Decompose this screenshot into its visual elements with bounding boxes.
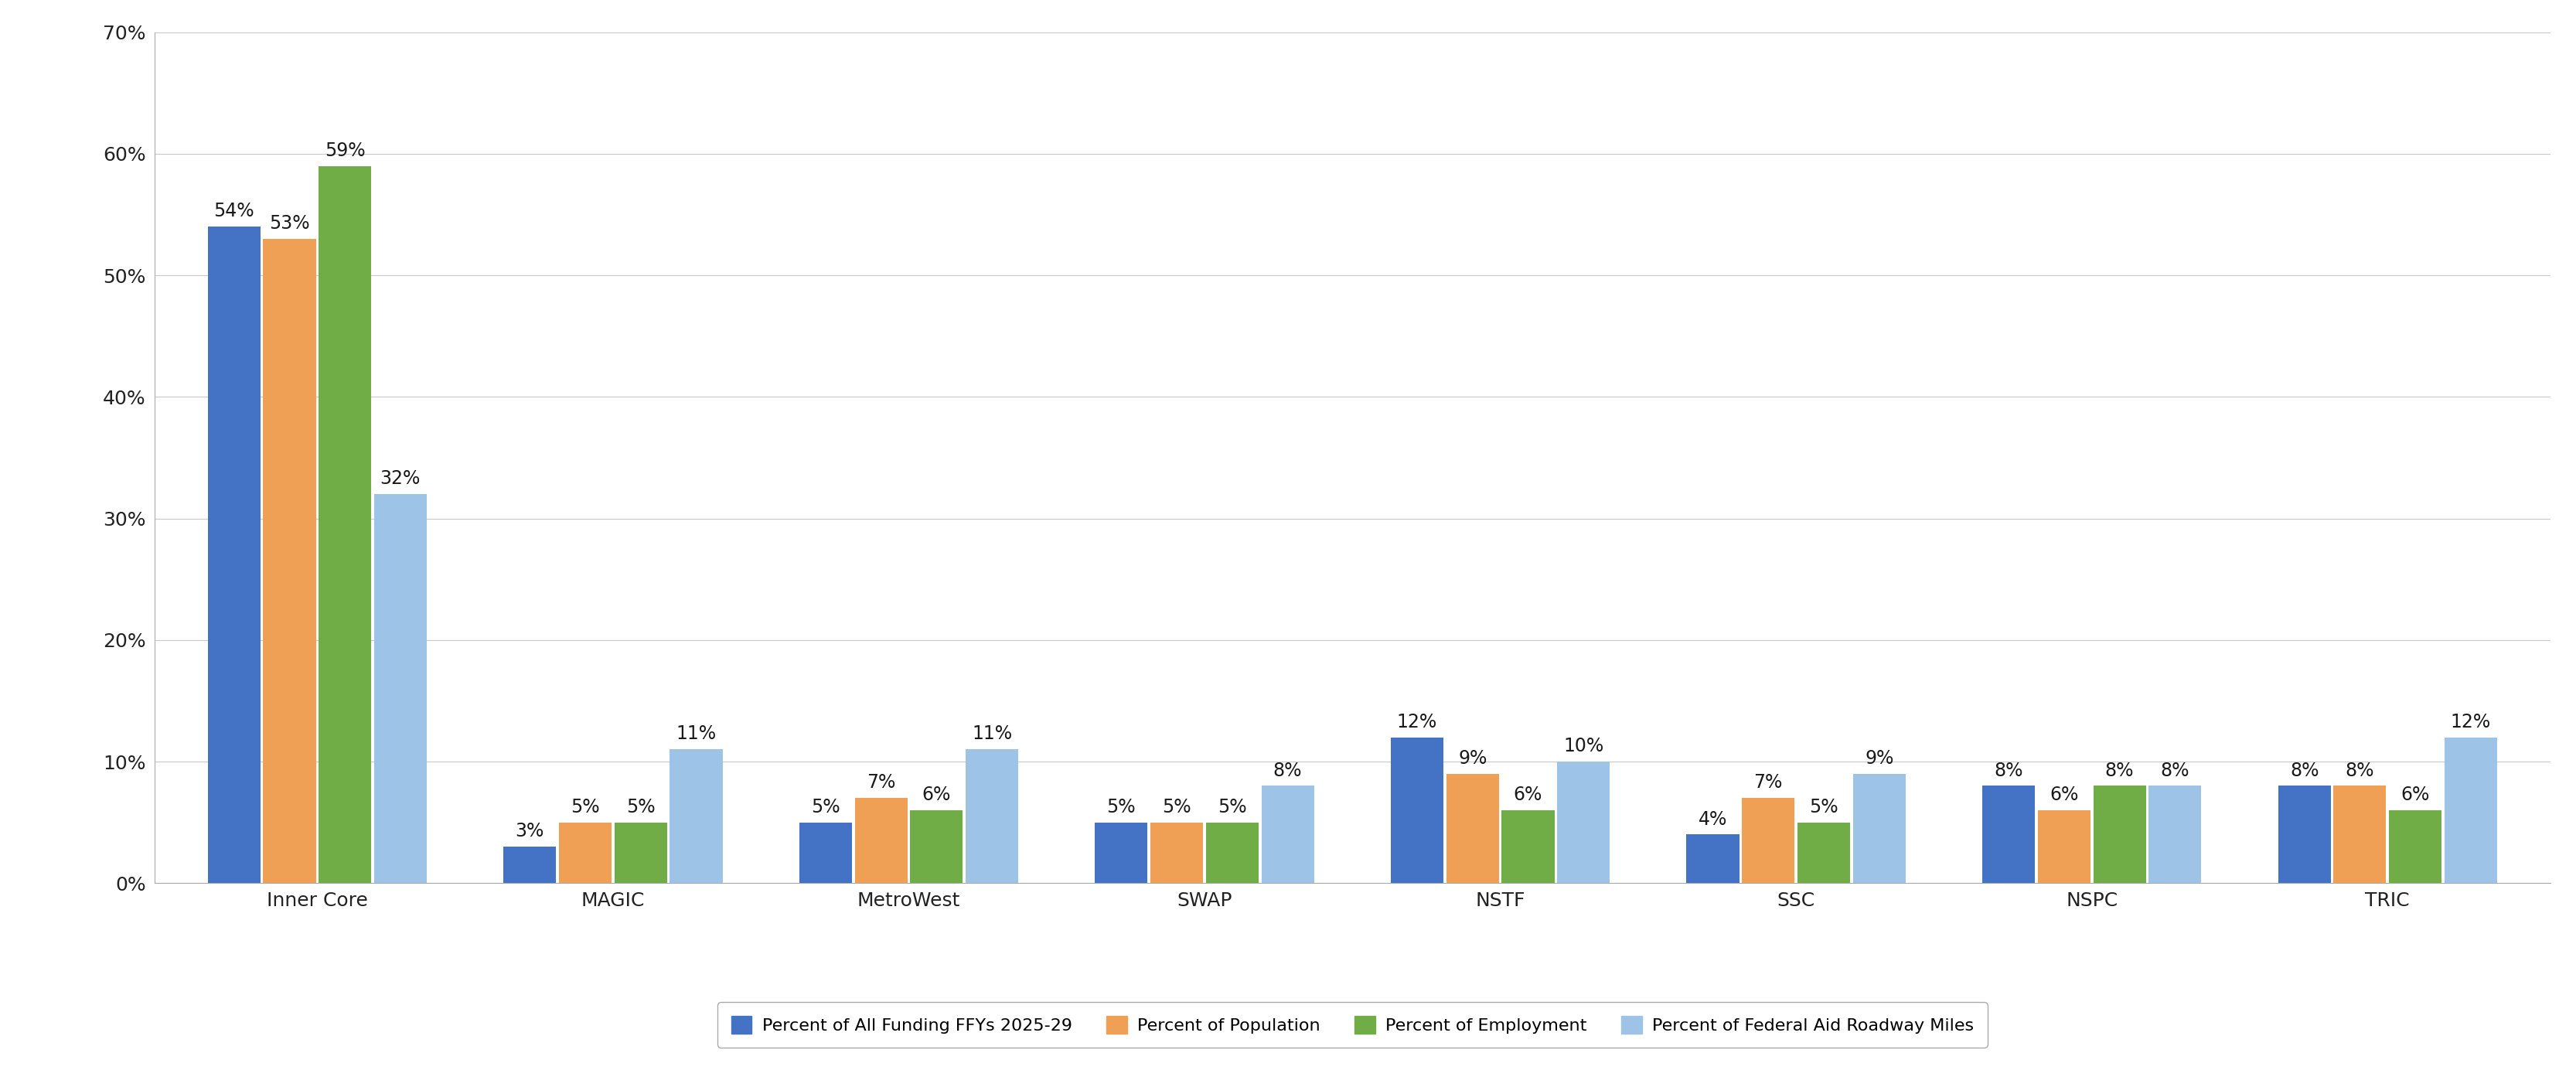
Bar xyxy=(1502,810,1553,883)
Text: 6%: 6% xyxy=(922,785,951,805)
Bar xyxy=(2277,786,2331,883)
Bar xyxy=(1391,738,1443,883)
Bar xyxy=(1984,786,2035,883)
Bar xyxy=(670,750,721,883)
Text: 5%: 5% xyxy=(626,798,654,816)
Text: 6%: 6% xyxy=(2401,785,2429,805)
Bar xyxy=(1556,761,1610,883)
Text: 6%: 6% xyxy=(1515,785,1543,805)
Bar xyxy=(2445,738,2496,883)
Text: 4%: 4% xyxy=(1698,810,1728,828)
Text: 7%: 7% xyxy=(1754,773,1783,792)
Text: 8%: 8% xyxy=(2290,761,2318,780)
Text: 59%: 59% xyxy=(325,141,366,159)
Bar xyxy=(263,239,317,883)
Text: 5%: 5% xyxy=(1108,798,1136,816)
Bar xyxy=(502,847,556,883)
Text: 5%: 5% xyxy=(1808,798,1839,816)
Text: 5%: 5% xyxy=(1162,798,1190,816)
Bar xyxy=(319,166,371,883)
Text: 8%: 8% xyxy=(1994,761,2022,780)
Text: 32%: 32% xyxy=(381,470,420,488)
Bar xyxy=(2388,810,2442,883)
Bar xyxy=(1852,773,1906,883)
Text: 11%: 11% xyxy=(971,725,1012,743)
Bar xyxy=(1445,773,1499,883)
Text: 54%: 54% xyxy=(214,202,255,221)
Text: 12%: 12% xyxy=(1396,713,1437,731)
Bar xyxy=(1687,835,1739,883)
Bar xyxy=(209,227,260,883)
Text: 8%: 8% xyxy=(1273,761,1303,780)
Text: 12%: 12% xyxy=(2450,713,2491,731)
Bar xyxy=(616,823,667,883)
Text: 8%: 8% xyxy=(2344,761,2375,780)
Bar xyxy=(374,494,428,883)
Bar xyxy=(966,750,1018,883)
Text: 3%: 3% xyxy=(515,822,544,841)
Text: 8%: 8% xyxy=(2105,761,2133,780)
Bar xyxy=(2334,786,2385,883)
Text: 9%: 9% xyxy=(1865,750,1893,768)
Bar xyxy=(559,823,611,883)
Text: 7%: 7% xyxy=(866,773,896,792)
Text: 11%: 11% xyxy=(675,725,716,743)
Bar xyxy=(1151,823,1203,883)
Bar xyxy=(909,810,963,883)
Text: 5%: 5% xyxy=(1218,798,1247,816)
Bar xyxy=(799,823,853,883)
Legend: Percent of All Funding FFYs 2025-29, Percent of Population, Percent of Employmen: Percent of All Funding FFYs 2025-29, Per… xyxy=(716,1003,1989,1048)
Bar xyxy=(2148,786,2202,883)
Text: 9%: 9% xyxy=(1458,750,1486,768)
Bar xyxy=(1095,823,1149,883)
Text: 6%: 6% xyxy=(2050,785,2079,805)
Bar xyxy=(1798,823,1850,883)
Bar xyxy=(1262,786,1314,883)
Bar xyxy=(1741,798,1795,883)
Bar xyxy=(855,798,907,883)
Text: 5%: 5% xyxy=(572,798,600,816)
Text: 5%: 5% xyxy=(811,798,840,816)
Bar xyxy=(1206,823,1260,883)
Bar xyxy=(2094,786,2146,883)
Bar xyxy=(2038,810,2089,883)
Text: 8%: 8% xyxy=(2161,761,2190,780)
Text: 53%: 53% xyxy=(268,214,309,233)
Text: 10%: 10% xyxy=(1564,737,1605,756)
